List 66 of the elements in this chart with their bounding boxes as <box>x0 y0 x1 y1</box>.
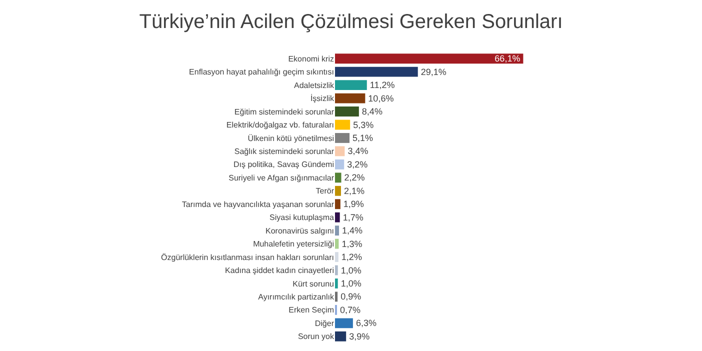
bar <box>335 66 418 77</box>
y-tick-label: Erken Seçim <box>288 306 334 315</box>
bar <box>335 212 340 222</box>
y-tick-label: Suriyeli ve Afgan sığınmacılar <box>228 173 334 182</box>
bar <box>335 146 345 156</box>
y-tick-label: Sorun yok <box>298 332 335 342</box>
data-label: 1,2% <box>341 252 362 262</box>
data-label: 29,1% <box>420 66 446 77</box>
bar <box>335 186 341 196</box>
bar <box>335 252 338 262</box>
bar <box>335 238 339 249</box>
y-tick-label: Enflasyon hayat pahalılığı geçim sıkıntısı <box>189 68 334 77</box>
chart-title: Türkiye’nin Acilen Çözülmesi Gereken Sorunları <box>139 11 563 34</box>
y-tick-label: Koronavirüs salgını <box>266 226 334 236</box>
y-tick-label: Muhalefetin yetersizliği <box>253 240 334 249</box>
y-tick-label: Eğitim sistemindeki sorunlar <box>234 107 334 116</box>
y-tick-label: Diğer <box>314 318 334 328</box>
y-tick-label: Siyasi kutuplaşma <box>270 213 335 222</box>
data-label: 1,0% <box>340 278 362 288</box>
bar <box>335 159 344 170</box>
data-label: 2,2% <box>344 172 365 183</box>
bar <box>335 120 350 130</box>
data-label: 1,9% <box>343 199 364 210</box>
data-label: 8,4% <box>362 106 382 117</box>
data-label: 11,2% <box>370 80 395 90</box>
bar <box>335 265 338 276</box>
data-label: 1,7% <box>342 212 364 222</box>
data-label: 1,0% <box>340 265 362 276</box>
y-tick-label: Sağlık sistemindeki sorunlar <box>234 147 334 156</box>
data-label: 0,9% <box>340 292 362 302</box>
data-label: 6,3% <box>356 318 376 328</box>
y-tick-label: Dış politika, Savaş Gündemi <box>234 160 334 170</box>
bar <box>335 133 350 143</box>
data-label: 5,3% <box>353 120 374 130</box>
data-label: 2,1% <box>344 186 364 196</box>
data-label: 3,9% <box>349 331 370 342</box>
data-label: 1,3% <box>342 238 362 249</box>
data-label: 1,4% <box>342 226 363 236</box>
y-tick-label: Kadına şiddet kadın cinayetleri <box>225 266 334 276</box>
y-tick-label: Tarımda ve hayvancılıkta yaşanan sorunlar <box>182 200 334 209</box>
bar <box>335 278 338 288</box>
y-tick-label: İşsizlik <box>310 94 335 104</box>
bar <box>335 80 367 90</box>
data-label: 3,2% <box>347 159 368 170</box>
y-tick-label: Kürt sorunu <box>292 279 334 288</box>
data-label: 0,7% <box>340 304 361 315</box>
y-tick-label: Ülkenin kötü yönetilmesi <box>248 134 334 143</box>
y-tick-label: Adaletsizlik <box>294 80 335 90</box>
y-tick-label: Özgürlüklerin kısıtlanması insan hakları sorunları <box>161 252 334 262</box>
bar <box>335 199 340 210</box>
bar <box>335 318 353 328</box>
bar <box>335 54 524 64</box>
bar <box>335 106 359 116</box>
y-tick-label: Terör <box>316 186 334 196</box>
bar <box>335 226 339 236</box>
data-label: 10,6% <box>368 93 394 104</box>
bar <box>335 331 346 342</box>
bar <box>335 292 338 302</box>
data-label: 66,1% <box>494 54 520 64</box>
y-tick-label: Ekonomi kriz <box>288 54 334 64</box>
y-tick-label: Ayırımcılık partizanlık <box>258 292 335 302</box>
bar <box>335 172 342 183</box>
bar <box>335 93 366 104</box>
data-label: 3,4% <box>348 146 368 156</box>
data-label: 5,1% <box>352 132 374 143</box>
y-tick-label: Elektrik/doğalgaz vb. faturaları <box>226 120 334 130</box>
